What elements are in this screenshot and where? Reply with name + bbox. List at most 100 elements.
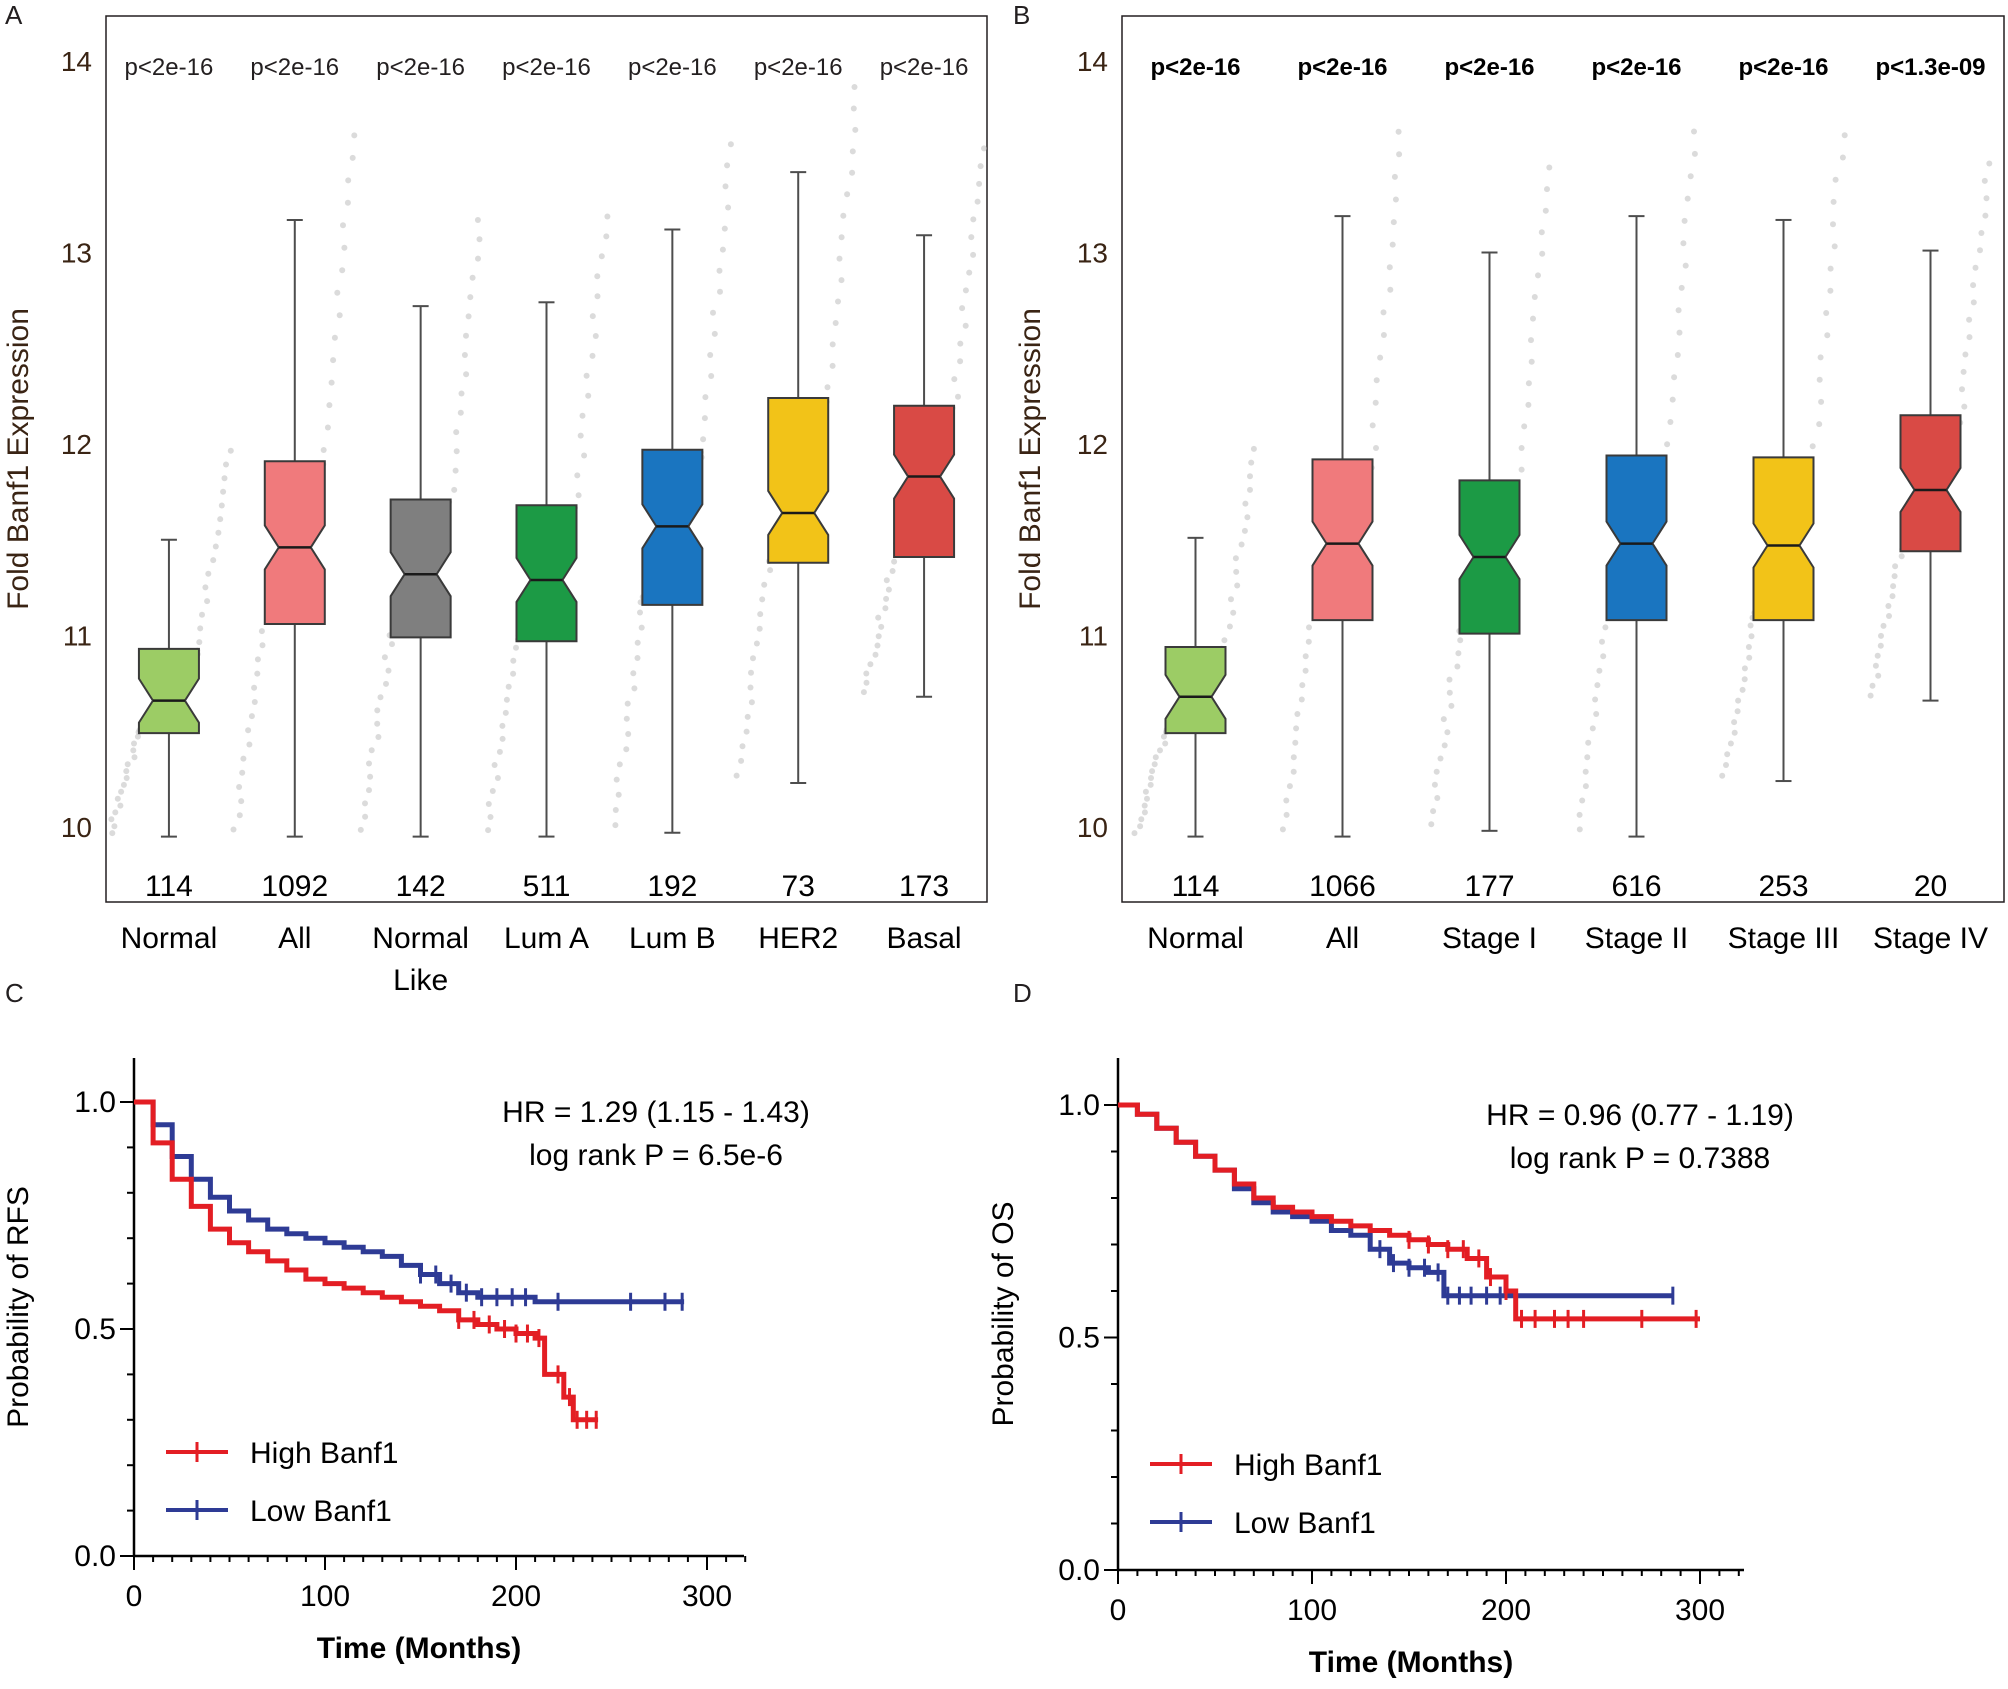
expression-point (1982, 212, 1989, 219)
expression-point (1390, 219, 1397, 226)
expression-point (1824, 332, 1831, 339)
expression-point (324, 424, 331, 431)
expression-point (838, 277, 845, 284)
y-tick-label: 14 (1077, 46, 1108, 77)
expression-point (109, 830, 116, 837)
sample-count: 1066 (1309, 870, 1376, 903)
expression-point (849, 148, 856, 155)
expression-point (863, 679, 870, 686)
sample-count: 114 (1172, 870, 1220, 903)
expression-point (1674, 352, 1681, 358)
expression-point (196, 639, 203, 646)
expression-point (341, 244, 348, 251)
expression-point (1664, 441, 1671, 448)
expression-point (889, 568, 896, 574)
expression-point (835, 298, 841, 305)
expression-point (117, 802, 124, 809)
expression-point (1434, 795, 1441, 801)
expression-point (625, 731, 632, 737)
expression-point (487, 814, 494, 820)
expression-point (1880, 622, 1887, 629)
box-a-2 (389, 498, 452, 639)
expression-point (708, 373, 715, 379)
expression-point (1138, 816, 1145, 823)
expression-point (634, 655, 641, 661)
expression-point (1671, 374, 1678, 381)
category-label-line2: Like (393, 964, 448, 997)
expression-point (1247, 486, 1253, 493)
expression-point (1589, 725, 1596, 732)
sample-count: 253 (1758, 870, 1808, 903)
expression-point (1391, 173, 1398, 180)
sample-count: 1092 (261, 870, 328, 903)
hazard-ratio-text: HR = 1.29 (1.15 - 1.43) (502, 1096, 810, 1129)
hazard-ratio-text: HR = 0.96 (0.77 - 1.19) (1486, 1099, 1794, 1132)
expression-point (385, 667, 392, 674)
expression-point (502, 709, 509, 716)
expression-point (1747, 622, 1754, 629)
expression-point (725, 204, 732, 211)
expression-point (1582, 768, 1589, 775)
logrank-p-text: log rank P = 6.5e-6 (529, 1139, 783, 1172)
expression-point (1433, 768, 1440, 775)
expression-point (210, 557, 217, 564)
expression-point (851, 84, 858, 90)
expression-point (1741, 676, 1748, 683)
expression-point (259, 642, 266, 649)
p-value-label: p<2e-16 (1738, 54, 1828, 81)
expression-point (510, 670, 517, 677)
p-value-label: p<2e-16 (1444, 54, 1534, 81)
expression-point (1306, 624, 1312, 631)
x-tick-label: 300 (1675, 1594, 1725, 1627)
expression-point (885, 586, 892, 593)
expression-point (757, 611, 764, 618)
expression-point (767, 567, 774, 574)
category-label: Basal (887, 922, 962, 955)
expression-point (581, 452, 588, 459)
box-b-5 (1899, 414, 1962, 553)
expression-point (1244, 514, 1251, 521)
expression-point (320, 447, 327, 453)
expression-point (1372, 399, 1379, 406)
expression-point (1734, 708, 1741, 715)
p-value-label: p<2e-16 (1297, 54, 1387, 81)
expression-point (1430, 808, 1437, 815)
expression-point (227, 447, 234, 454)
expression-point (970, 216, 977, 223)
expression-point (469, 274, 476, 281)
expression-point (957, 358, 964, 365)
expression-point (377, 694, 384, 701)
expression-point (1960, 368, 1967, 375)
category-label: Stage II (1585, 922, 1688, 955)
expression-point (589, 352, 596, 359)
sample-count: 192 (647, 870, 697, 903)
expression-point (221, 475, 228, 482)
expression-point (1745, 644, 1752, 650)
expression-point (1576, 826, 1583, 833)
expression-point (883, 577, 890, 584)
expression-point (458, 390, 465, 397)
expression-point (1891, 573, 1898, 580)
expression-point (875, 633, 882, 640)
expression-point (1286, 783, 1293, 790)
expression-point (711, 330, 718, 337)
expression-point (1444, 729, 1451, 736)
category-label: Normal (372, 922, 469, 955)
expression-point (1446, 676, 1453, 683)
expression-point (1966, 334, 1973, 341)
panel-letter-a: A (5, 0, 23, 30)
expression-point (510, 657, 517, 664)
p-value-label: p<2e-16 (125, 54, 214, 81)
expression-point (217, 516, 224, 523)
expression-point (215, 529, 222, 536)
expression-point (1279, 826, 1286, 833)
x-tick-label: 100 (300, 1580, 350, 1613)
expression-point (882, 605, 889, 612)
y-tick-label: 0.5 (1058, 1322, 1100, 1355)
expression-point (883, 595, 890, 602)
expression-point (453, 429, 460, 436)
expression-point (1885, 603, 1892, 609)
expression-point (1241, 527, 1248, 534)
expression-point (114, 795, 121, 802)
expression-point (598, 253, 605, 260)
